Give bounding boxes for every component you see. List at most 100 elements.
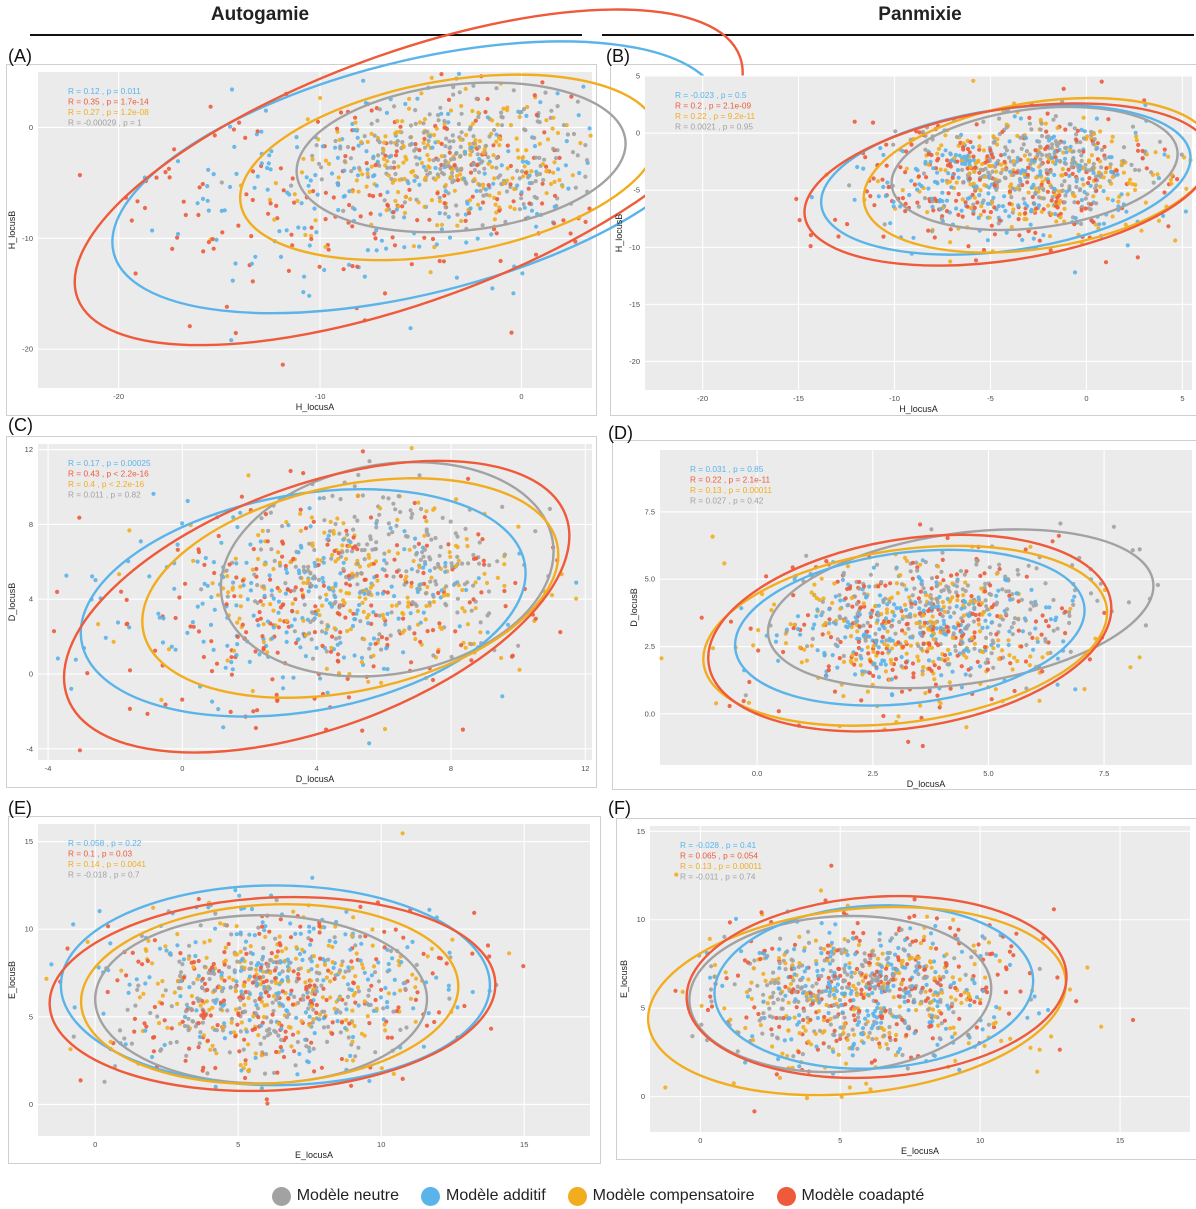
scatter-point: [492, 128, 496, 132]
scatter-point: [927, 152, 931, 156]
scatter-point: [270, 636, 274, 640]
scatter-point: [339, 589, 343, 593]
scatter-point: [972, 606, 976, 610]
scatter-point: [251, 1014, 255, 1018]
x-tick-label: 15: [520, 1140, 528, 1149]
scatter-point: [1028, 1046, 1032, 1050]
scatter-point: [256, 1033, 260, 1037]
scatter-point: [1037, 195, 1041, 199]
scatter-point: [381, 148, 385, 152]
scatter-point: [1046, 112, 1050, 116]
scatter-point: [298, 925, 302, 929]
scatter-point: [471, 990, 475, 994]
scatter-point: [953, 1032, 957, 1036]
scatter-point: [436, 591, 440, 595]
scatter-point: [337, 532, 341, 536]
scatter-point: [821, 632, 825, 636]
scatter-point: [1103, 156, 1107, 160]
scatter-point: [1049, 617, 1053, 621]
scatter-point: [259, 992, 263, 996]
scatter-point: [955, 584, 959, 588]
scatter-point: [572, 132, 576, 136]
scatter-point: [471, 597, 475, 601]
scatter-point: [243, 947, 247, 951]
scatter-point: [887, 600, 891, 604]
scatter-point: [251, 279, 255, 283]
scatter-point: [432, 595, 436, 599]
scatter-point: [418, 583, 422, 587]
scatter-point: [473, 138, 477, 142]
scatter-point: [1038, 173, 1042, 177]
scatter-point: [980, 613, 984, 617]
scatter-point: [978, 178, 982, 182]
scatter-point: [1020, 598, 1024, 602]
scatter-point: [1061, 189, 1065, 193]
scatter-point: [857, 580, 861, 584]
scatter-point: [998, 567, 1002, 571]
scatter-point: [722, 561, 726, 565]
scatter-point: [564, 163, 568, 167]
scatter-point: [850, 653, 854, 657]
scatter-point: [930, 229, 934, 233]
correlation-annotation: R = 0.027 , p = 0.42: [690, 496, 764, 506]
scatter-point: [340, 1020, 344, 1024]
scatter-point: [414, 198, 418, 202]
scatter-point: [286, 588, 290, 592]
scatter-point: [441, 516, 445, 520]
scatter-point: [251, 952, 255, 956]
scatter-point: [931, 614, 935, 618]
scatter-point: [330, 945, 334, 949]
scatter-point: [1081, 183, 1085, 187]
scatter-point: [1117, 195, 1121, 199]
scatter-point: [292, 969, 296, 973]
scatter-point: [1110, 139, 1114, 143]
scatter-point: [1034, 176, 1038, 180]
scatter-point: [1100, 80, 1104, 84]
scatter-point: [193, 954, 197, 958]
x-tick-label: 0.0: [752, 769, 762, 778]
scatter-point: [837, 1053, 841, 1057]
scatter-point: [158, 947, 162, 951]
scatter-point: [393, 243, 397, 247]
scatter-point: [1035, 637, 1039, 641]
scatter-point: [1028, 162, 1032, 166]
scatter-point: [1102, 145, 1106, 149]
scatter-point: [929, 624, 933, 628]
scatter-point: [503, 553, 507, 557]
scatter-point: [229, 710, 233, 714]
scatter-point: [1041, 188, 1045, 192]
scatter-point: [229, 985, 233, 989]
scatter-point: [1028, 122, 1032, 126]
scatter-point: [276, 995, 280, 999]
scatter-point: [992, 205, 996, 209]
scatter-point: [439, 72, 443, 76]
scatter-point: [494, 86, 498, 90]
scatter-point: [1001, 204, 1005, 208]
scatter-point: [261, 946, 265, 950]
scatter-point: [916, 644, 920, 648]
scatter-point: [337, 551, 341, 555]
scatter-point: [890, 610, 894, 614]
scatter-point: [1070, 165, 1074, 169]
scatter-point: [1024, 659, 1028, 663]
scatter-point: [191, 1001, 195, 1005]
scatter-point: [191, 1019, 195, 1023]
scatter-point: [838, 614, 842, 618]
y-tick-label: 5.0: [645, 575, 655, 584]
scatter-point: [481, 200, 485, 204]
scatter-point: [135, 977, 139, 981]
scatter-point: [307, 1049, 311, 1053]
scatter-point: [1050, 198, 1054, 202]
scatter-point: [365, 542, 369, 546]
scatter-point: [1035, 566, 1039, 570]
scatter-point: [855, 967, 859, 971]
scatter-point: [310, 515, 314, 519]
scatter-point: [280, 949, 284, 953]
scatter-point: [269, 1020, 273, 1024]
scatter-point: [150, 228, 154, 232]
scatter-point: [269, 201, 273, 205]
scatter-point: [440, 588, 444, 592]
scatter-point: [325, 543, 329, 547]
scatter-point: [407, 107, 411, 111]
scatter-point: [469, 206, 473, 210]
